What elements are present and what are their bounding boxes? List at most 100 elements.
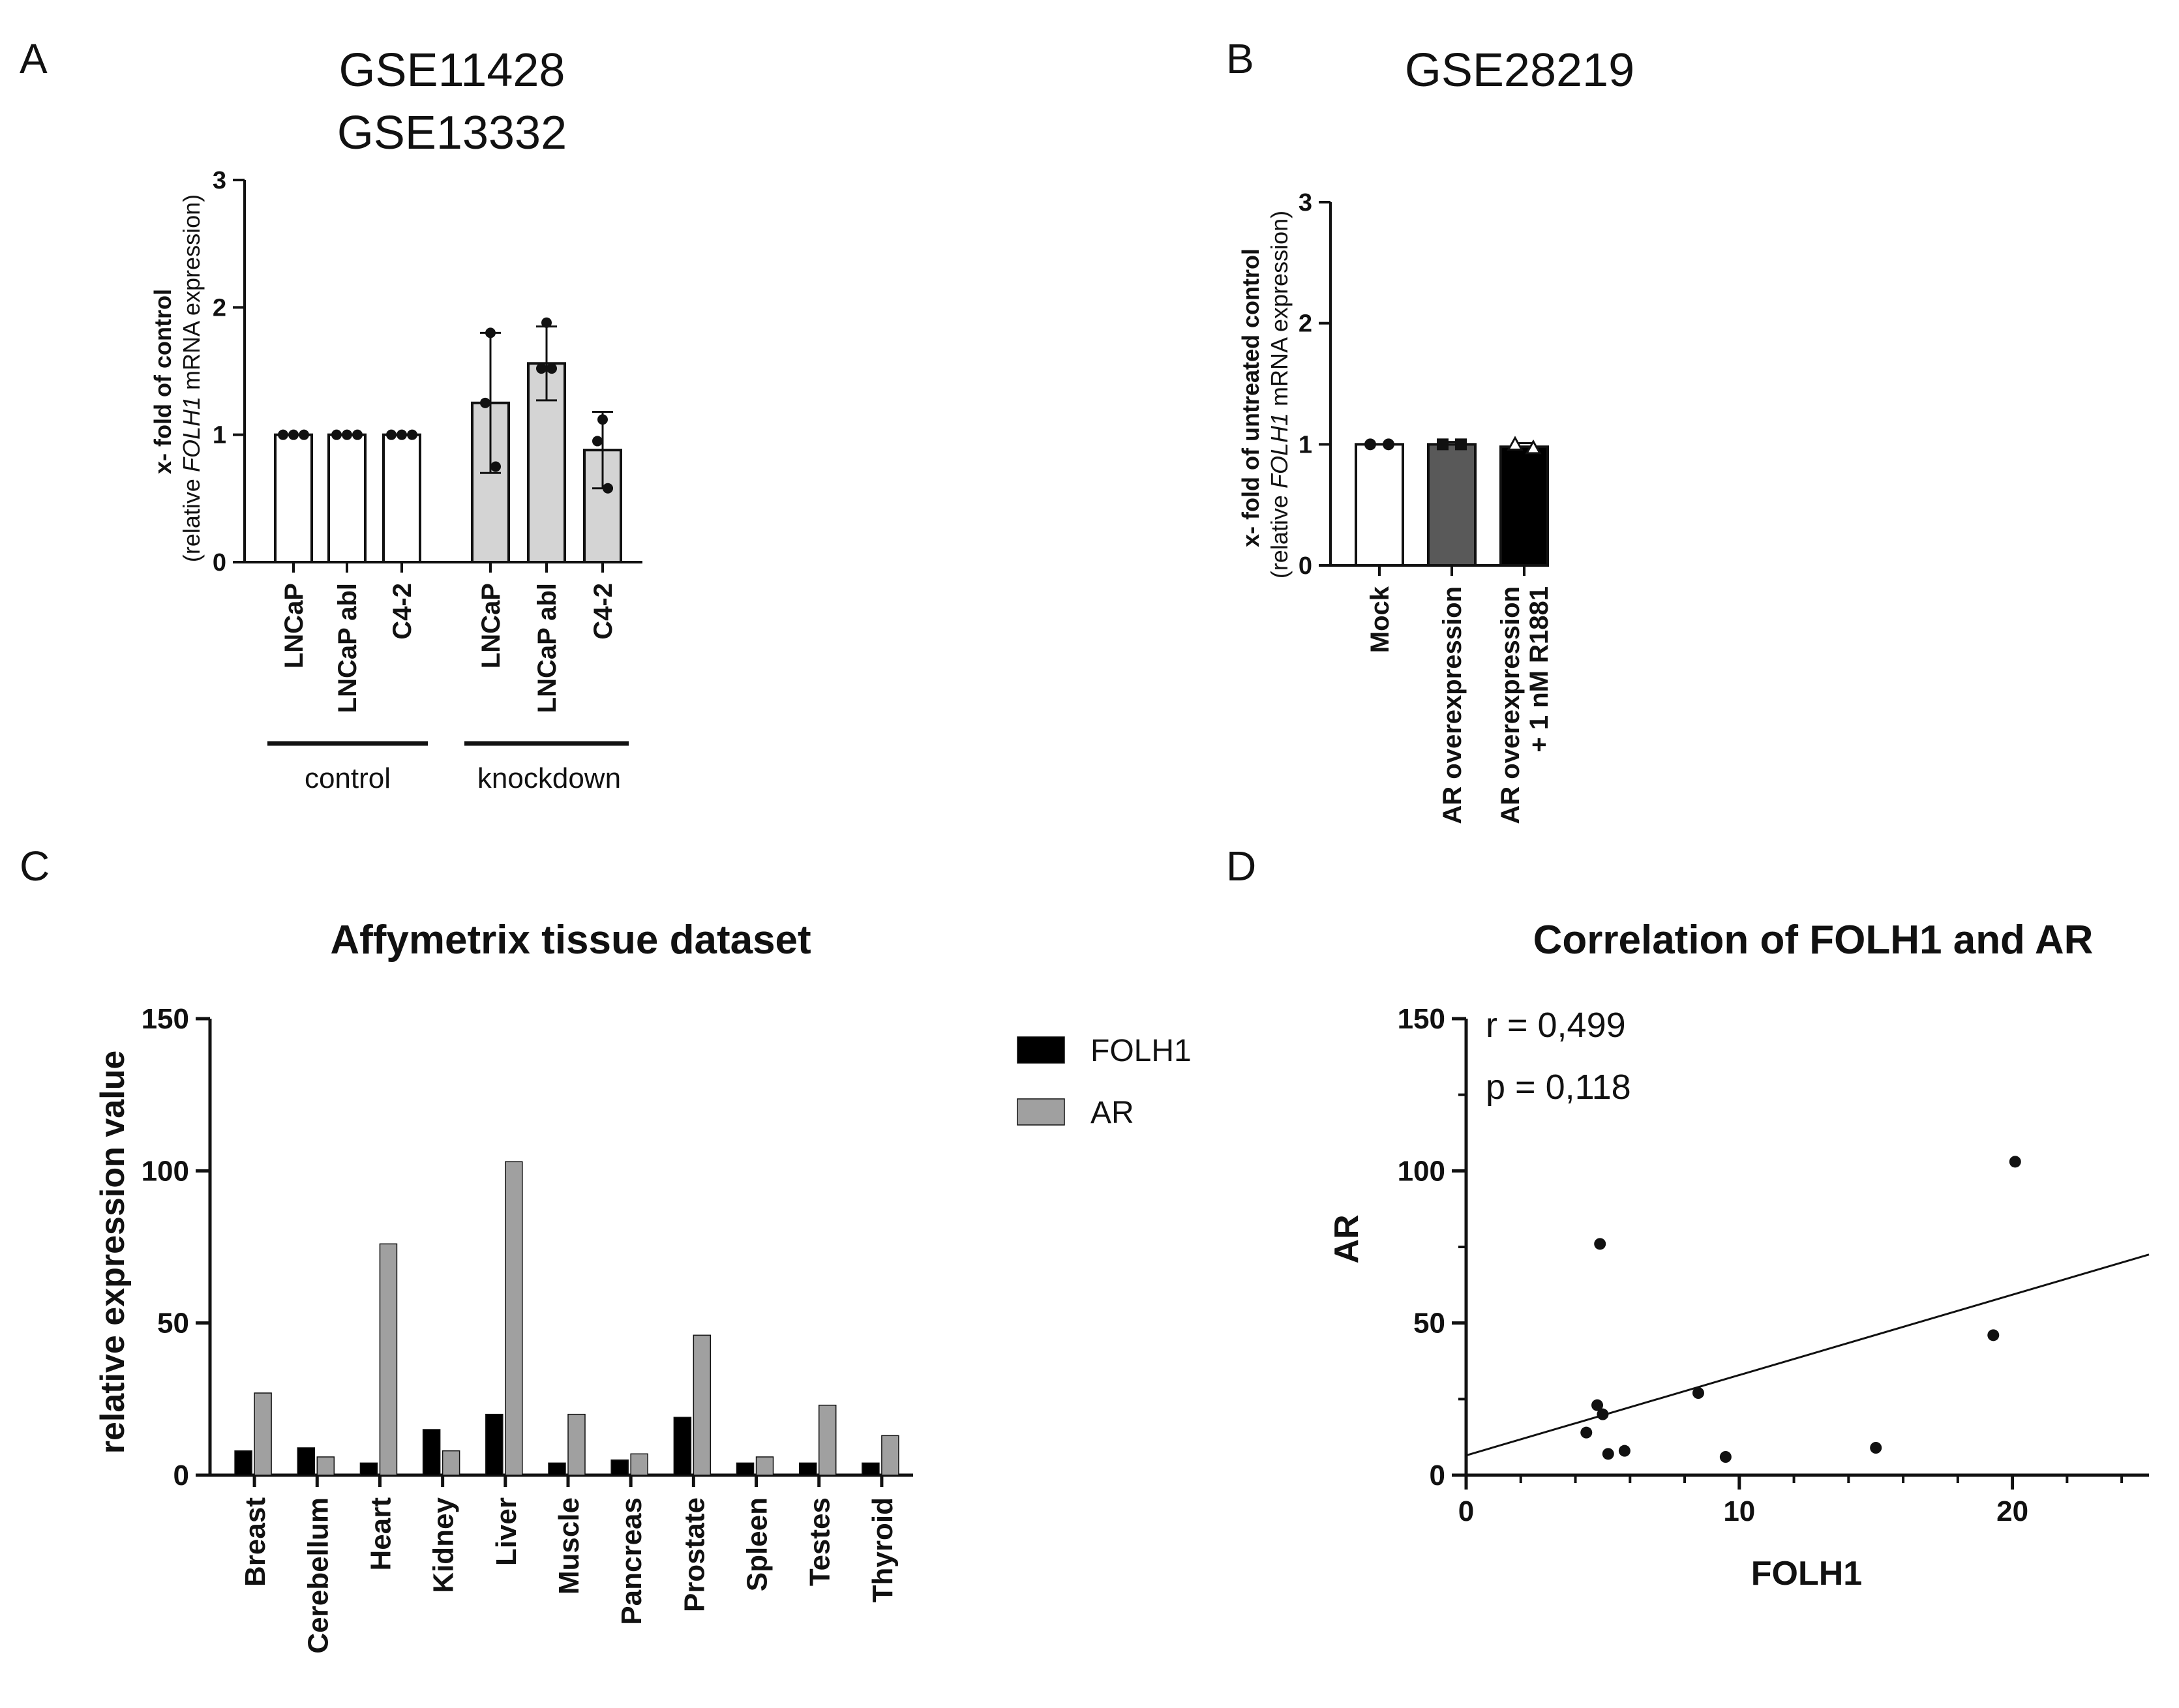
panel-d-data-point: [1597, 1408, 1609, 1420]
panel-c-category-label: Liver: [490, 1497, 522, 1566]
panel-d-title: Correlation of FOLH1 and AR: [1533, 918, 2094, 963]
panel-b-y-tick-label: 2: [1299, 310, 1312, 338]
panel-b-data-point: [1364, 438, 1376, 451]
panel-d-data-point: [1618, 1445, 1630, 1457]
panel-c-y-tick-label: 150: [142, 1003, 189, 1035]
panel-a-category-label: LNCaP abl: [533, 583, 562, 713]
panel-c-bar-ar: [693, 1334, 712, 1476]
panel-c-category-label: Breast: [239, 1497, 271, 1587]
panel-b-category-label: Mock: [1366, 586, 1394, 653]
panel-d-data-point: [1692, 1387, 1704, 1399]
panel-b-chart: 0 1 2 3 Mock AR overexpression AR overexpressi…: [1299, 189, 1554, 824]
panel-d-y-tick-label: 0: [1430, 1460, 1445, 1491]
panel-a-y-tick-label: 3: [213, 167, 226, 194]
panel-a-data-point: [331, 429, 342, 440]
panel-b-bar: [1355, 443, 1404, 567]
panel-c-bar-ar: [379, 1243, 398, 1476]
panel-a-category-label: C4-2: [388, 583, 417, 640]
panel-a-data-point: [278, 429, 288, 440]
panel-d-data-point: [1870, 1442, 1882, 1454]
panel-b-bar: [1427, 443, 1477, 567]
panel-a-data-point: [352, 429, 363, 440]
panel-b-data-point: [1525, 439, 1542, 455]
panel-a-ylabel-gene: FOLH1: [178, 397, 205, 472]
panel-d-chart: 0 50 100 150 0 10 20: [1398, 1003, 2150, 1527]
panel-d-trendline: [1465, 1253, 2150, 1457]
panel-label-a: A: [20, 35, 48, 82]
panel-a-title-line2: GSE13332: [337, 107, 567, 159]
panel-a-bar: [382, 433, 421, 564]
panel-d-y-tick-label: 150: [1398, 1003, 1445, 1035]
panel-c-bar-folh1: [359, 1462, 378, 1476]
panel-b-title: GSE28219: [1405, 44, 1634, 97]
panel-a-data-point: [603, 483, 613, 494]
panel-c-category-label: Thyroid: [867, 1497, 899, 1602]
panel-a-data-point: [397, 429, 407, 440]
panel-c-bar-folh1: [234, 1450, 252, 1476]
panel-a-y-tick-label: 0: [213, 549, 226, 577]
panel-c-category-label: Kidney: [428, 1497, 460, 1593]
panel-c-ylabel: relative expression value: [94, 1051, 132, 1454]
panel-b-data-point: [1383, 438, 1394, 451]
panel-c-bar-ar: [755, 1456, 774, 1476]
panel-a-category-label: C4-2: [589, 583, 618, 640]
panel-d-data-point: [1602, 1448, 1614, 1460]
panel-a-data-point: [541, 317, 552, 328]
panel-c-bar-folh1: [610, 1459, 629, 1476]
panel-a-data-point: [536, 363, 547, 374]
panel-a-bar: [327, 433, 367, 564]
panel-c-bar-folh1: [798, 1462, 817, 1476]
panel-a-data-point: [299, 429, 309, 440]
panel-a-data-point: [480, 397, 490, 408]
panel-c-bar-ar: [316, 1456, 335, 1476]
panel-c-bar-folh1: [422, 1429, 441, 1476]
panel-a-y-tick-label: 1: [213, 422, 226, 449]
panel-c-bar-ar: [630, 1453, 648, 1476]
panel-a-ylabel-line2-post: mRNA expression): [178, 194, 205, 397]
panel-a-category-label: LNCaP: [280, 583, 308, 668]
panel-c-bar-folh1: [485, 1413, 503, 1476]
panel-d-x-tick-label: 20: [1996, 1495, 2028, 1527]
panel-a-ylabel: x- fold of control (relative FOLH1 mRNA …: [149, 194, 205, 562]
panel-a-data-point: [597, 414, 608, 425]
panel-b-y-tick-label: 1: [1299, 431, 1312, 458]
panel-a-data-point: [592, 436, 603, 447]
panel-d-x-tick-label: 0: [1458, 1495, 1474, 1527]
panel-c-bar-ar: [505, 1161, 523, 1476]
panel-c-bar-ar: [881, 1435, 899, 1476]
panel-b-data-point: [1507, 436, 1524, 451]
panel-b-y-tick-label: 0: [1299, 552, 1312, 580]
panel-c-bar-folh1: [862, 1462, 880, 1476]
panel-c-category-label: Heart: [365, 1497, 397, 1571]
panel-c-bar-ar: [567, 1413, 586, 1476]
panel-c-y-tick-label: 0: [173, 1460, 189, 1491]
panel-c-bar-ar: [254, 1392, 272, 1476]
panel-b-ylabel-line2-post: mRNA expression): [1266, 211, 1293, 413]
correlation-r-annotation: r = 0,499: [1486, 1006, 1626, 1045]
panel-c-legend-swatch: [1017, 1036, 1065, 1064]
panel-a-bar: [274, 433, 313, 564]
panel-d-x-tick-label: 10: [1723, 1495, 1755, 1527]
panel-c-chart: 0 50 100 150 Breast Cerebellum Heart Kidney Live…: [142, 1003, 1192, 1654]
panel-b-y-tick-label: 3: [1299, 189, 1312, 217]
panel-c-category-label: Testes: [804, 1497, 836, 1586]
panel-a-data-point: [288, 429, 299, 440]
panel-c-bar-folh1: [673, 1416, 692, 1476]
panel-b-category-label: AR overexpression: [1438, 586, 1467, 824]
panel-d-y-tick-label: 100: [1398, 1155, 1445, 1187]
panel-a-category-label: LNCaP: [477, 583, 505, 668]
panel-a-data-point: [386, 429, 397, 440]
panel-label-b: B: [1226, 35, 1254, 82]
panel-d-data-point: [1591, 1399, 1604, 1411]
panel-a-chart: 0 1 2 3 LNCaP LNCaP abl C4-2 LNCaP LNCaP abl C4-2…: [213, 167, 642, 794]
panel-d-y-tick-label: 50: [1413, 1308, 1445, 1340]
panel-d-data-point: [1580, 1426, 1593, 1439]
panel-a-data-point: [485, 327, 496, 338]
panel-c-bar-folh1: [548, 1462, 566, 1476]
panel-label-c: C: [20, 843, 50, 890]
panel-b-bar: [1499, 445, 1549, 567]
panel-c-legend-label: AR: [1090, 1096, 1134, 1130]
panel-b-ylabel-gene: FOLH1: [1266, 413, 1293, 488]
panel-c-legend-swatch: [1017, 1098, 1065, 1126]
